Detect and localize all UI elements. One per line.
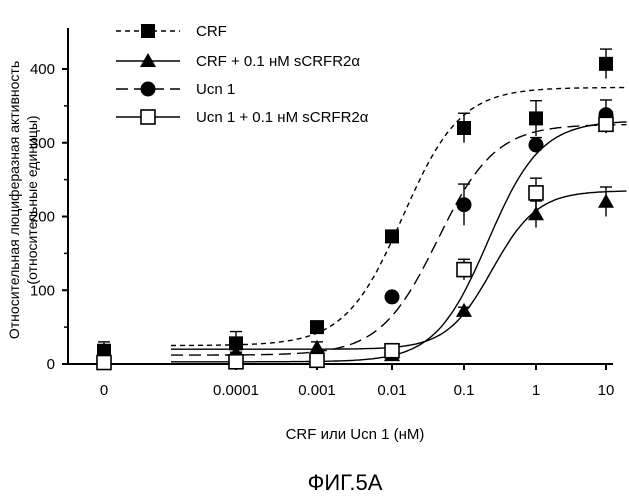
data-point-series-1 — [599, 57, 613, 71]
legend-marker — [141, 82, 156, 97]
data-point-series-1 — [457, 121, 471, 135]
data-point-series-1 — [385, 229, 399, 243]
data-point-series-3 — [529, 137, 544, 152]
figure-label: ФИГ.5А — [308, 470, 383, 495]
data-point-series-4 — [385, 344, 399, 358]
data-point-series-4 — [457, 263, 471, 277]
plot-area: 010020030040000.00010.0010.010.1110 — [30, 28, 627, 399]
x-tick-label: 0.001 — [298, 382, 336, 399]
legend-label: CRF + 0.1 нМ sCRFR2α — [196, 53, 360, 70]
legend-label: Ucn 1 — [196, 81, 235, 98]
data-point-series-4 — [97, 356, 111, 370]
data-point-series-1 — [310, 320, 324, 334]
legend-marker — [140, 53, 156, 67]
legend-marker — [141, 24, 155, 38]
data-point-series-2 — [456, 303, 472, 317]
data-point-series-4 — [599, 117, 613, 131]
x-tick-label: 0.01 — [377, 382, 406, 399]
data-point-series-3 — [385, 289, 400, 304]
y-tick-label: 400 — [30, 61, 55, 78]
data-point-series-2 — [528, 206, 544, 220]
data-point-series-4 — [229, 355, 243, 369]
data-point-series-3 — [457, 197, 472, 212]
data-point-series-4 — [529, 186, 543, 200]
y-axis-subtitle: (относительные единицы) — [24, 115, 40, 284]
fit-curve-series-2 — [171, 191, 627, 349]
x-axis-title: CRF или Ucn 1 (нМ) — [286, 426, 425, 443]
y-tick-label: 0 — [47, 356, 55, 373]
x-tick-label: 0.0001 — [213, 382, 259, 399]
x-tick-label: 1 — [532, 382, 540, 399]
data-point-series-2 — [598, 194, 614, 208]
legend: CRF CRF + 0.1 нМ sCRFR2α Ucn 1 Ucn 1 + 0.1 … — [116, 23, 369, 126]
data-point-series-1 — [529, 111, 543, 125]
legend-label: Ucn 1 + 0.1 нМ sCRFR2α — [196, 109, 369, 126]
legend-marker — [141, 110, 155, 124]
x-tick-label: 0.1 — [454, 382, 475, 399]
x-tick-label: 10 — [598, 382, 615, 399]
x-tick-label: 0 — [100, 382, 108, 399]
chart: 010020030040000.00010.0010.010.1110 CRFC… — [0, 0, 629, 500]
data-point-series-4 — [310, 353, 324, 367]
y-axis-title: Относительная люциферазная активность — [6, 61, 22, 339]
legend-label: CRF — [196, 23, 227, 40]
